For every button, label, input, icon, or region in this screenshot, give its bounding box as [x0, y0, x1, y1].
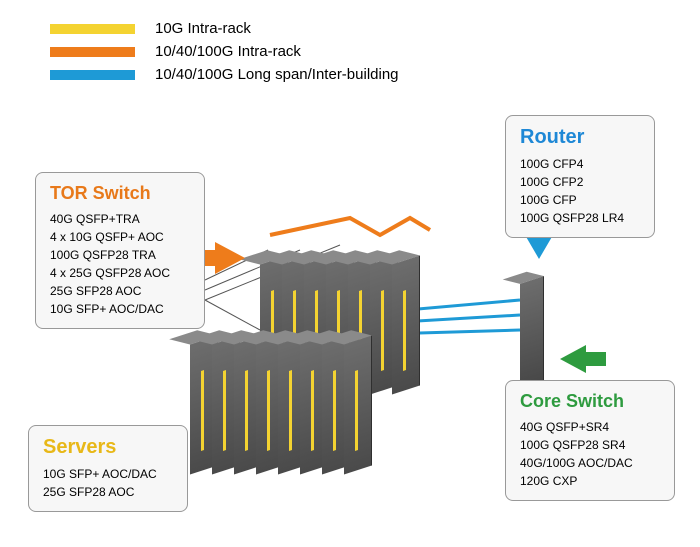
server-rack	[344, 335, 372, 474]
info-line: 40G QSFP+SR4	[520, 418, 660, 436]
info-line: 100G QSFP28 SR4	[520, 436, 660, 454]
info-line: 100G CFP	[520, 191, 640, 209]
info-line: 40G/100G AOC/DAC	[520, 454, 660, 472]
tor-lines: 40G QSFP+TRA4 x 10G QSFP+ AOC100G QSFP28…	[50, 210, 190, 318]
arrow-router-icon	[525, 235, 553, 259]
servers-lines: 10G SFP+ AOC/DAC25G SFP28 AOC	[43, 465, 173, 501]
core-title: Core Switch	[520, 391, 660, 412]
arrow-core-icon	[560, 345, 586, 373]
info-line: 4 x 10G QSFP+ AOC	[50, 228, 190, 246]
legend-swatch	[50, 24, 135, 34]
legend-item-40g: 10/40/100G Intra-rack	[50, 43, 399, 60]
info-line: 10G SFP+ AOC/DAC	[50, 300, 190, 318]
arrow-tor-icon	[215, 242, 245, 274]
info-line: 25G SFP28 AOC	[50, 282, 190, 300]
info-line: 25G SFP28 AOC	[43, 483, 173, 501]
info-line: 4 x 25G QSFP28 AOC	[50, 264, 190, 282]
legend-label: 10/40/100G Long span/Inter-building	[155, 66, 399, 83]
legend-swatch	[50, 70, 135, 80]
core-switch-box: Core Switch 40G QSFP+SR4100G QSFP28 SR44…	[505, 380, 675, 501]
legend-swatch	[50, 47, 135, 57]
legend-item-10g: 10G Intra-rack	[50, 20, 399, 37]
info-line: 10G SFP+ AOC/DAC	[43, 465, 173, 483]
info-line: 100G QSFP28 TRA	[50, 246, 190, 264]
legend-label: 10G Intra-rack	[155, 20, 251, 37]
legend-label: 10/40/100G Intra-rack	[155, 43, 301, 60]
core-lines: 40G QSFP+SR4100G QSFP28 SR440G/100G AOC/…	[520, 418, 660, 490]
legend: 10G Intra-rack 10/40/100G Intra-rack 10/…	[50, 20, 399, 89]
legend-item-longspan: 10/40/100G Long span/Inter-building	[50, 66, 399, 83]
info-line: 120G CXP	[520, 472, 660, 490]
info-line: 40G QSFP+TRA	[50, 210, 190, 228]
rack-row-front	[190, 340, 366, 470]
servers-title: Servers	[43, 436, 173, 459]
info-line: 100G CFP4	[520, 155, 640, 173]
tor-title: TOR Switch	[50, 183, 190, 204]
tor-switch-box: TOR Switch 40G QSFP+TRA4 x 10G QSFP+ AOC…	[35, 172, 205, 329]
router-box: Router 100G CFP4100G CFP2100G CFP100G QS…	[505, 115, 655, 238]
info-line: 100G CFP2	[520, 173, 640, 191]
router-lines: 100G CFP4100G CFP2100G CFP100G QSFP28 LR…	[520, 155, 640, 227]
servers-box: Servers 10G SFP+ AOC/DAC25G SFP28 AOC	[28, 425, 188, 512]
router-title: Router	[520, 126, 640, 149]
info-line: 100G QSFP28 LR4	[520, 209, 640, 227]
server-rack	[392, 255, 420, 394]
